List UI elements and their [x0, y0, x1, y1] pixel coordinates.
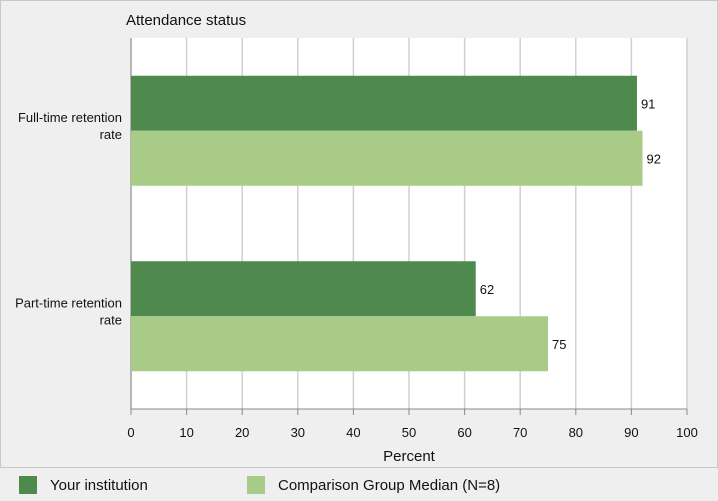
bar-0-0: [131, 75, 637, 131]
tick-label-x-20: 20: [235, 425, 249, 440]
retention-bar-chart: Attendance status 0 10 20 30 40 50 60 70 80 90 100 P…: [15, 12, 698, 465]
data-label-0-1: 92: [647, 151, 661, 166]
category-label-0: Full-time retention rate: [18, 110, 122, 142]
chart-title: Attendance status: [126, 12, 246, 29]
tick-label-x-70: 70: [513, 425, 527, 440]
tick-label-x-40: 40: [346, 425, 360, 440]
legend-item-your-institution: Your institution: [19, 476, 148, 494]
category-label-1: Part-time retention rate: [15, 295, 122, 327]
legend-swatch-comparison-group: [247, 476, 265, 494]
tick-label-x-10: 10: [179, 425, 193, 440]
data-label-1-0: 62: [480, 282, 494, 297]
x-axis-label: Percent: [383, 448, 436, 465]
bar-1-1: [131, 316, 548, 372]
chart-legend: Your institution Comparison Group Median…: [0, 468, 718, 501]
tick-label-x-0: 0: [127, 425, 134, 440]
tick-label-x-50: 50: [402, 425, 416, 440]
data-label-1-1: 75: [552, 337, 566, 352]
legend-item-comparison-group: Comparison Group Median (N=8): [247, 476, 500, 494]
legend-label-your-institution: Your institution: [50, 476, 148, 494]
tick-label-x-60: 60: [457, 425, 471, 440]
tick-label-x-80: 80: [569, 425, 583, 440]
bar-1-0: [131, 261, 476, 317]
legend-label-comparison-group: Comparison Group Median (N=8): [278, 476, 501, 494]
chart-container: Attendance status 0 10 20 30 40 50 60 70 80 90 100 P…: [0, 0, 718, 468]
legend-swatch-your-institution: [19, 476, 37, 494]
tick-label-x-90: 90: [624, 425, 638, 440]
data-label-0-0: 91: [641, 96, 655, 111]
tick-label-x-30: 30: [291, 425, 305, 440]
tick-label-x-100: 100: [676, 425, 698, 440]
bar-0-1: [131, 130, 643, 186]
